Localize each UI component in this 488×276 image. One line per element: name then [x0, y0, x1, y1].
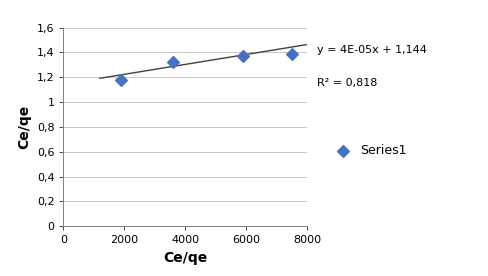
Series1: [118, 78, 125, 82]
X-axis label: Ce/qe: Ce/qe: [163, 251, 207, 265]
Series1: [288, 52, 296, 57]
Series1: [169, 60, 177, 65]
Text: R² = 0,818: R² = 0,818: [317, 78, 378, 88]
Y-axis label: Ce/qe: Ce/qe: [17, 105, 31, 149]
Text: y = 4E-05x + 1,144: y = 4E-05x + 1,144: [317, 45, 427, 55]
Legend: Series1: Series1: [326, 139, 411, 162]
Series1: [240, 54, 247, 59]
